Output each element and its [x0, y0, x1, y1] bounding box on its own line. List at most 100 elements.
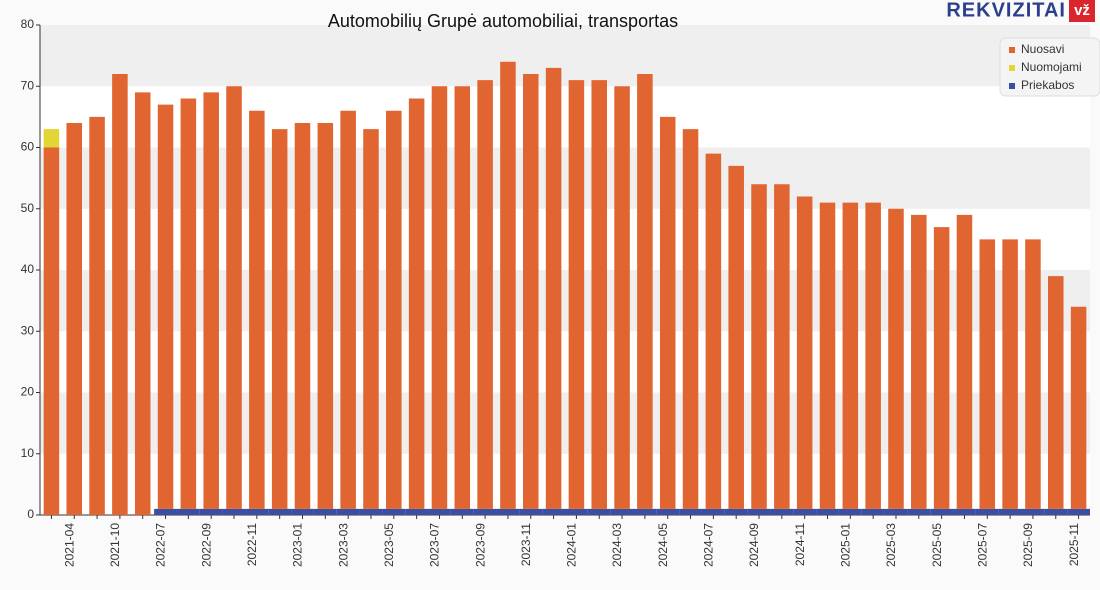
logo-badge-bg [1069, 0, 1095, 22]
bar-segment [382, 508, 406, 515]
bar-segment [751, 184, 767, 509]
legend: Nuosavi Nuomojami Priekabos [999, 37, 1100, 97]
bar-segment [199, 508, 223, 515]
bar-segment [519, 508, 543, 515]
bar-segment [176, 508, 200, 515]
bar-segment [112, 74, 128, 515]
x-tick-label: 2023-01 [291, 523, 305, 567]
bar-segment [568, 80, 585, 509]
bar-segment [819, 202, 836, 509]
bar-segment [1067, 508, 1090, 515]
grid-band [40, 453, 1090, 515]
bar-segment [911, 214, 927, 509]
x-tick-label: 2023-07 [428, 523, 442, 567]
y-tick-label: 60 [21, 140, 35, 154]
bar-segment [907, 508, 931, 515]
bar-segment [884, 508, 908, 515]
x-tick-label: 2022-09 [199, 523, 213, 567]
bar-segment [408, 98, 425, 509]
bar-segment [386, 110, 402, 509]
legend-label: Priekabos [1021, 78, 1074, 92]
bar-segment [656, 508, 680, 515]
logo-badge: vž [1074, 2, 1090, 19]
grid-band [40, 392, 1090, 454]
bar-segment [633, 508, 657, 515]
bar-segment [222, 508, 246, 515]
bar-segment [1002, 239, 1018, 509]
bar-segment [1021, 508, 1045, 515]
bar-segment [979, 239, 996, 509]
x-tick-label: 2025-03 [884, 523, 898, 567]
bar-segment [523, 74, 539, 509]
bar-segment [203, 92, 219, 509]
logo: REKVIZITAI [946, 0, 1066, 21]
bar-segment [291, 508, 314, 515]
bar-segment [701, 508, 725, 515]
bar-segment [975, 508, 999, 515]
bar-segment [865, 202, 881, 509]
bar-segment [496, 508, 520, 515]
grid-band [40, 331, 1090, 393]
x-tick-label: 2023-05 [382, 523, 396, 567]
y-tick-label: 80 [21, 17, 35, 31]
bar-segment [1070, 306, 1087, 509]
x-tick-label: 2024-01 [565, 523, 579, 567]
bar-segment [500, 61, 516, 509]
x-tick-label: 2024-03 [610, 523, 624, 567]
bar-segment [249, 110, 265, 509]
y-tick-label: 70 [21, 78, 35, 92]
bar-segment [770, 508, 794, 515]
x-tick-label: 2024-11 [793, 523, 807, 566]
x-tick-label: 2023-09 [473, 523, 487, 567]
bar-segment [888, 208, 904, 509]
x-tick-label: 2025-11 [1067, 523, 1081, 566]
bar-segment [542, 508, 565, 515]
x-tick-label: 2025-05 [930, 523, 944, 567]
grid-band [40, 208, 1090, 270]
legend-box [999, 37, 1100, 97]
bar-segment [89, 116, 105, 515]
y-tick-label: 10 [21, 446, 35, 460]
bar-segment [679, 508, 702, 515]
x-tick-label: 2023-11 [519, 523, 533, 566]
bar-segment [450, 508, 474, 515]
grid-band [40, 25, 1090, 87]
bar-segment [431, 86, 448, 509]
bar-segment [956, 214, 973, 509]
bar-segment [933, 227, 950, 509]
bar-segment [428, 508, 451, 515]
legend-swatch [1009, 65, 1015, 71]
bar-segment [861, 508, 885, 515]
bar-segment [747, 508, 771, 515]
bar-segment [728, 165, 744, 509]
x-tick-label: 2023-03 [336, 523, 350, 567]
plot: 0 10 20 30 40 50 60 70 80 2021-04 2021-10 2022-07 20… [21, 17, 1090, 567]
x-tick-label: 2025-07 [975, 523, 989, 567]
bar-segment [336, 508, 360, 515]
bar-segment [705, 153, 722, 509]
bar-segment [271, 129, 288, 509]
bar-segment [43, 129, 60, 148]
legend-label: Nuomojami [1021, 60, 1082, 74]
bar-segment [154, 508, 177, 515]
bar-segment [405, 508, 429, 515]
legend-label: Nuosavi [1021, 42, 1064, 56]
x-tick-label: 2022-07 [154, 523, 168, 567]
bar-segment [1044, 508, 1068, 515]
bar-segment [363, 129, 379, 509]
y-tick-label: 50 [21, 201, 35, 215]
bar-segment [268, 508, 292, 515]
legend-swatch [1009, 83, 1015, 89]
bar-segment [953, 508, 976, 515]
x-tick-label: 2024-05 [656, 523, 670, 567]
bar-segment [816, 508, 839, 515]
bar-segment [930, 508, 954, 515]
bar-segment [1048, 276, 1064, 509]
bar-segment [565, 508, 588, 515]
grid-band [40, 270, 1090, 332]
bar-segment [66, 123, 82, 515]
bar-segment [477, 80, 493, 509]
legend-swatch [1009, 47, 1015, 53]
